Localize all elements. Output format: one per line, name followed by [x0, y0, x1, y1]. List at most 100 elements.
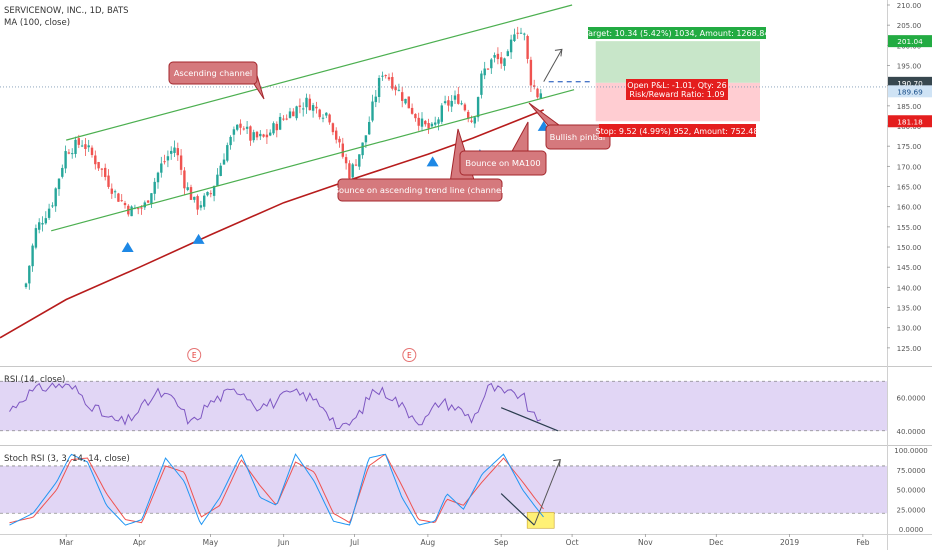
- earnings-marker-label: E: [192, 351, 197, 360]
- candle-body: [104, 167, 107, 178]
- ma-price-tag-bg: [888, 85, 932, 98]
- candle-body: [305, 97, 308, 108]
- candle-body: [143, 202, 147, 208]
- time-tick-label: Jun: [277, 538, 290, 547]
- price-tick-label: 205.00: [897, 22, 922, 30]
- last-price-tag: 190.70: [897, 79, 923, 88]
- candle-body: [176, 148, 180, 156]
- candle-body: [269, 132, 272, 136]
- stop-label-box: Stop: 9.52 (4.99%) 952, Amount: 752.48: [595, 124, 759, 137]
- candle-body: [150, 193, 153, 204]
- candle-body: [239, 123, 242, 128]
- candle-body: [28, 265, 31, 284]
- candle-body: [216, 174, 219, 186]
- stoch-title: Stoch RSI (3, 3, 14, 14, close): [4, 454, 130, 464]
- stoch-projection-arrow: [533, 459, 561, 526]
- candle-body: [338, 138, 341, 143]
- callout-bounce-ma[interactable]: Bounce on MA100: [459, 121, 547, 176]
- callout-ascending-channel[interactable]: Ascending channel: [168, 61, 265, 100]
- stop-price-tag-bg: [888, 115, 932, 128]
- stop-label: Stop: 9.52 (4.99%) 952, Amount: 752.48: [595, 127, 758, 136]
- candle-body: [490, 59, 493, 69]
- candle-body: [443, 101, 447, 104]
- price-tick-label: 145.00: [897, 264, 922, 272]
- candle-body: [203, 195, 206, 207]
- candle-body: [523, 33, 526, 35]
- candle-body: [77, 138, 81, 145]
- candle-body: [519, 32, 523, 34]
- candle-body: [24, 283, 28, 288]
- candle-body: [325, 112, 328, 116]
- ma-price-tag: 189.69: [897, 87, 923, 96]
- candle-body: [275, 123, 279, 131]
- candle-body: [457, 94, 460, 104]
- earnings-marker-label: E: [407, 351, 412, 360]
- candle-body: [328, 114, 331, 123]
- candle-body: [394, 86, 397, 91]
- candle-body: [467, 111, 470, 119]
- candle-body: [539, 93, 543, 99]
- candle-body: [453, 95, 457, 100]
- candle-body: [463, 104, 467, 111]
- candle-body: [450, 100, 453, 107]
- candle-body: [94, 155, 97, 165]
- candle-body: [292, 111, 295, 117]
- time-tick-label: 2019: [780, 538, 799, 547]
- price-tick-label: 155.00: [897, 224, 922, 232]
- price-tick-label: 140.00: [897, 284, 922, 292]
- candle-body: [259, 133, 262, 137]
- candle-body: [361, 142, 364, 156]
- rsi-band: [0, 381, 887, 431]
- candle-body: [61, 167, 64, 177]
- target-zone: [595, 41, 760, 83]
- callout-pinbar[interactable]: Bullish pinbar: [528, 102, 611, 150]
- candle-body: [496, 53, 500, 60]
- candle-body: [397, 89, 401, 91]
- price-tick-label: 135.00: [897, 305, 922, 313]
- stop-label-bg: [599, 124, 756, 137]
- candle-body: [44, 218, 48, 224]
- price-tick-label: 160.00: [897, 204, 922, 212]
- price-projection-arrow: [543, 48, 563, 82]
- price-tick-label: 185.00: [897, 103, 922, 111]
- candle-body: [107, 175, 110, 187]
- candle-body: [84, 144, 87, 150]
- candle-body: [219, 165, 222, 176]
- stoch-oversold-highlight: [526, 512, 555, 529]
- target-price-tag: 201.04: [897, 37, 923, 46]
- candle-body: [170, 150, 173, 154]
- candle-body: [295, 106, 298, 119]
- price-tick-label: 150.00: [897, 244, 922, 252]
- earnings-marker-icon[interactable]: [187, 348, 202, 362]
- candle-body: [90, 147, 94, 155]
- rsi-pane[interactable]: [0, 380, 887, 432]
- rsi-divergence-line: [500, 407, 559, 432]
- candle-body: [308, 98, 312, 111]
- stoch-pane[interactable]: [0, 453, 887, 529]
- channel-lower-line: [51, 89, 575, 232]
- candle-body: [199, 205, 203, 208]
- symbol-title: SERVICENOW, INC., 1D, BATS: [4, 6, 129, 16]
- time-axis[interactable]: Mar Apr May Jun Jul Aug Sep Oct Nov Dec 2019 Feb: [59, 534, 870, 547]
- price-tick-label: 165.00: [897, 184, 922, 192]
- candle-body: [229, 136, 232, 146]
- candle-body: [242, 128, 246, 130]
- candle-body: [130, 206, 133, 217]
- candle-body: [222, 159, 226, 165]
- time-tick-label: Dec: [709, 538, 724, 547]
- candle-body: [503, 58, 506, 67]
- candle-body: [173, 147, 176, 153]
- earnings-marker-icon[interactable]: [402, 348, 417, 362]
- candle-body: [410, 107, 414, 114]
- callout-ascending-channel-text: Ascending channel: [174, 68, 253, 78]
- price-tick-label: 125.00: [897, 345, 922, 353]
- candle-body: [500, 57, 503, 64]
- candle-body: [374, 96, 378, 103]
- ma-title: MA (100, close): [4, 18, 70, 28]
- stoch-axis[interactable]: 0.0000 25.0000 50.0000 75.0000 100.0000: [894, 447, 927, 534]
- rsi-axis[interactable]: 40.0000 60.0000: [897, 395, 926, 436]
- candle-body: [434, 122, 437, 125]
